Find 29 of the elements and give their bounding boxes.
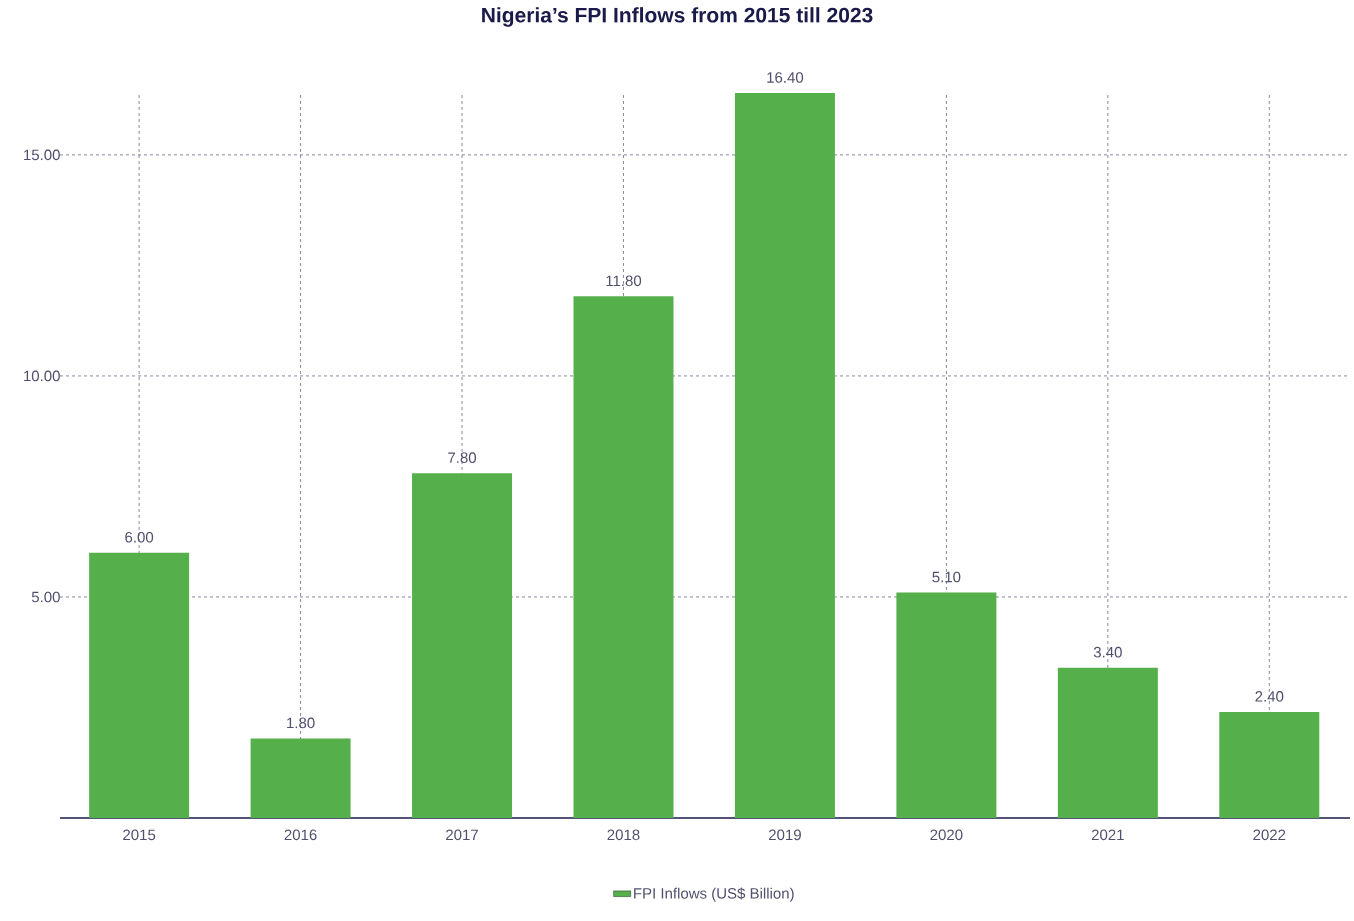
data-label: 3.40 [1093,646,1122,658]
bar [896,592,997,818]
bar [1057,667,1158,818]
x-tick-label: 2018 [607,829,640,841]
x-tick-label: 2016 [284,829,317,841]
bar [89,552,190,818]
data-label: 11.80 [606,275,642,287]
data-label: 6.00 [125,531,154,543]
bar [412,473,513,818]
x-tick-label: 2015 [123,829,156,841]
x-tick-label: 2017 [446,829,478,841]
data-label: 16.40 [767,72,804,83]
data-label: 2.40 [1255,691,1284,702]
legend-label: FPI Inflows (US$ Billion) [634,887,794,902]
bar [734,92,835,818]
bar [1219,711,1320,818]
data-label: 5.10 [932,571,961,583]
chart-title: Nigeria’s FPI Inflows from 2015 till 2023 [482,7,873,27]
data-label: 7.80 [448,452,477,463]
y-tick-label: 5.00 [31,591,60,603]
data-label: 1.80 [287,717,315,729]
y-tick-label: 10.00 [24,370,60,382]
bar [573,296,674,818]
x-tick-label: 2021 [1091,829,1124,841]
x-tick-label: 2019 [769,829,801,841]
x-tick-label: 2020 [930,829,963,841]
bar [250,738,351,818]
x-tick-label: 2022 [1253,829,1286,841]
y-tick-label: 15.00 [24,149,60,161]
